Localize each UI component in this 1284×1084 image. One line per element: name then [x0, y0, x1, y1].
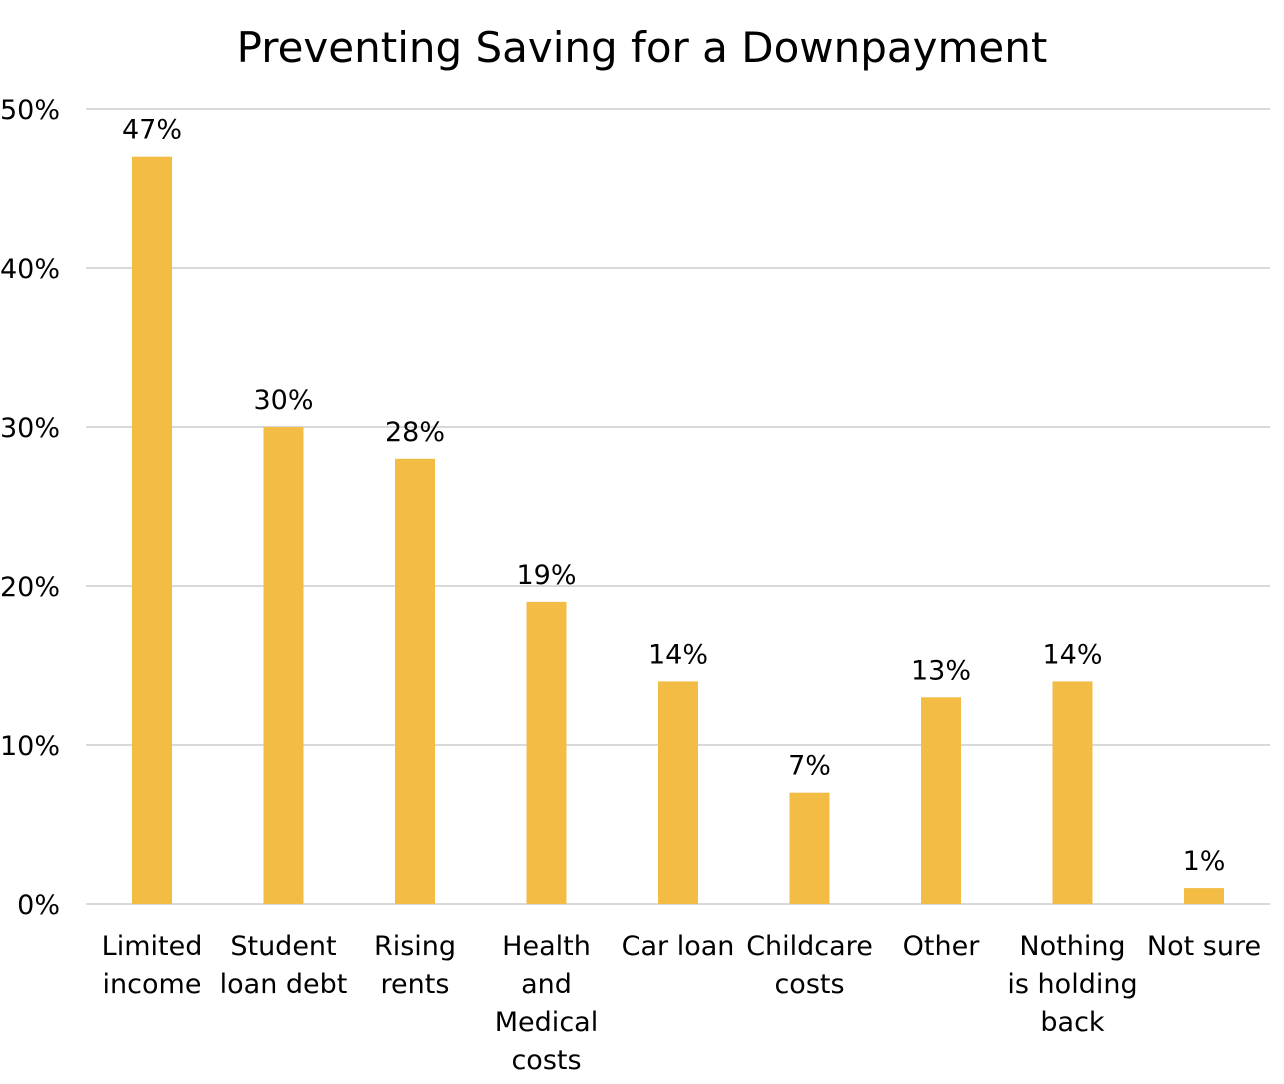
bar [1052, 681, 1093, 904]
data-label: 1% [1183, 846, 1226, 877]
data-label: 28% [385, 417, 445, 448]
data-label: 13% [911, 655, 971, 686]
x-category-label: Other [903, 931, 981, 962]
chart-title: Preventing Saving for a Downpayment [237, 23, 1048, 72]
y-axis-tick-labels: 0% 10% 20% 30% 40% 50% [0, 95, 60, 921]
x-category-label: Nothing is holding back [1007, 931, 1137, 1038]
bar [263, 427, 304, 904]
bar [395, 458, 435, 904]
data-labels: 47% 30% 28% 19% 14% 7% 13% 14% 1% [122, 115, 1225, 877]
y-tick-label: 0% [17, 890, 60, 921]
y-tick-label: 10% [0, 731, 60, 762]
x-category-label: Childcare costs [746, 931, 873, 1000]
bar [1184, 888, 1224, 904]
bars [132, 156, 1224, 904]
y-tick-label: 20% [0, 572, 60, 603]
x-category-label: Rising rents [374, 931, 456, 1000]
data-label: 14% [648, 639, 708, 670]
data-label: 30% [253, 385, 313, 416]
x-category-label: Limited income [102, 931, 203, 1000]
y-tick-label: 50% [0, 95, 60, 126]
data-label: 47% [122, 115, 182, 146]
y-tick-label: 40% [0, 254, 60, 285]
y-tick-label: 30% [0, 413, 60, 444]
bar [789, 792, 830, 904]
data-label: 19% [516, 560, 576, 591]
bar [921, 697, 961, 904]
data-label: 14% [1042, 639, 1102, 670]
bar [132, 156, 172, 904]
x-category-label: Car loan [622, 931, 735, 962]
data-label: 7% [788, 751, 831, 782]
x-category-label: Health and Medical costs [495, 931, 598, 1076]
x-category-label: Not sure [1147, 931, 1261, 962]
x-category-label: Student loan debt [220, 931, 348, 1000]
bar [526, 601, 567, 904]
bar [658, 681, 698, 904]
